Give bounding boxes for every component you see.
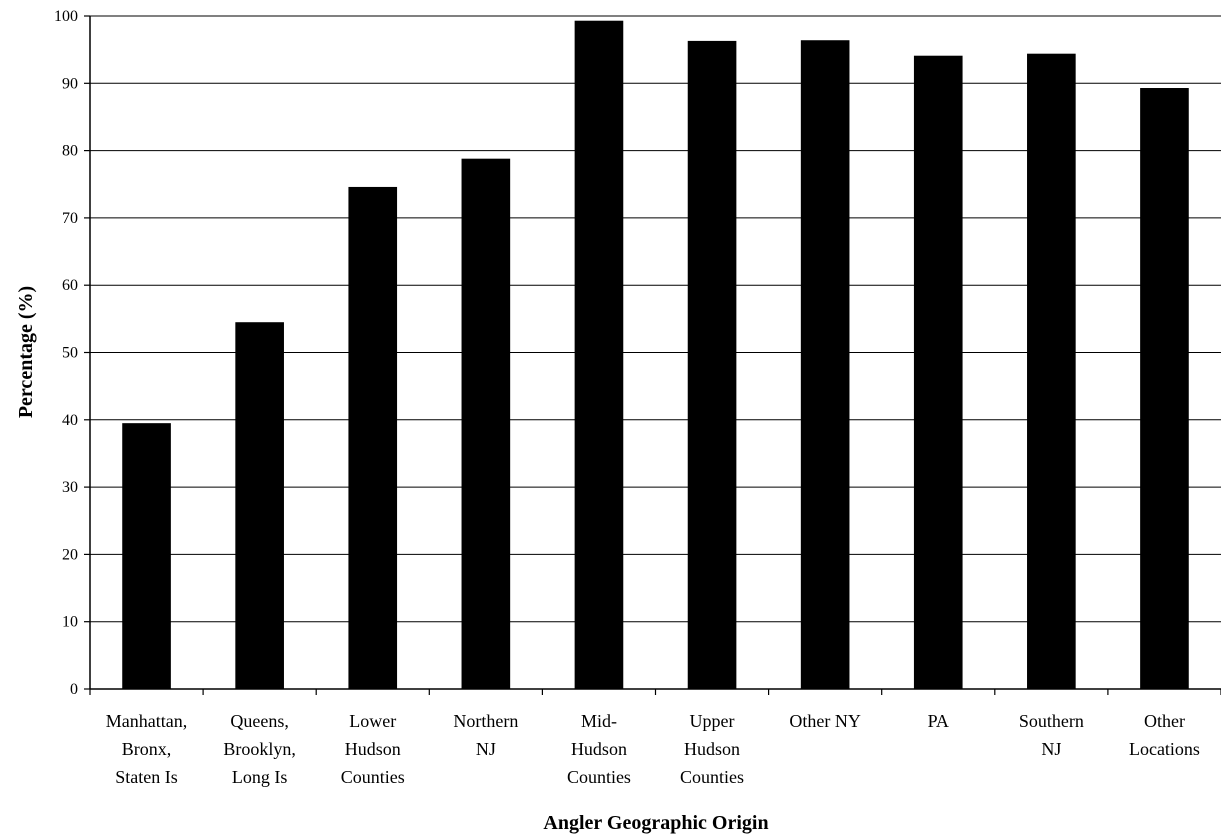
category-label-line: Staten Is (115, 767, 178, 787)
category-label-line: Counties (341, 767, 405, 787)
bars (122, 20, 1189, 690)
category-label-line: Manhattan, (106, 711, 187, 731)
bar (574, 20, 624, 690)
x-tick-labels: Manhattan, Bronx, Staten Is Queens, Brooklyn… (89, 689, 1221, 787)
bar (913, 55, 963, 689)
y-tick-label: 0 (70, 681, 78, 698)
category-label: Southern NJ (1019, 711, 1084, 759)
category-label-line: Brooklyn, (223, 739, 296, 759)
category-label-line: Hudson (345, 739, 401, 759)
category-label-line: Hudson (684, 739, 740, 759)
y-tick-label: 70 (62, 210, 78, 227)
category-label-line: Counties (567, 767, 631, 787)
bar (1140, 88, 1189, 690)
y-axis-title: Percentage (%) (15, 286, 37, 418)
category-label-line: NJ (476, 739, 496, 759)
y-tick-label: 90 (62, 75, 78, 92)
bar (122, 423, 171, 689)
category-label: Other NY (789, 711, 860, 731)
category-label: Other Locations (1129, 711, 1200, 759)
category-label: Queens, Brooklyn, Long Is (223, 711, 296, 787)
y-tick-labels: 0 10 20 30 40 50 60 70 80 90 100 (54, 8, 90, 698)
category-label-line: Long Is (232, 767, 288, 787)
y-tick-label: 100 (54, 8, 78, 25)
category-label-line: Mid- (581, 711, 617, 731)
category-label-line: NJ (1041, 739, 1061, 759)
y-tick-label: 50 (62, 345, 78, 362)
category-label-line: Bronx, (122, 739, 172, 759)
bar (348, 186, 398, 689)
category-label: Lower Hudson Counties (341, 711, 405, 787)
x-axis-title: Angler Geographic Origin (543, 812, 768, 834)
category-label-line: Upper (690, 711, 735, 731)
bar (461, 158, 511, 689)
category-label: Northern NJ (453, 711, 518, 759)
category-label: PA (928, 711, 949, 731)
category-label-line: Northern (453, 711, 518, 731)
category-label-line: PA (928, 711, 949, 731)
category-label-line: Other (1144, 711, 1185, 731)
category-label-line: Other NY (789, 711, 860, 731)
bar (235, 322, 284, 689)
y-tick-label: 40 (62, 412, 78, 429)
category-label: Upper Hudson Counties (680, 711, 744, 787)
y-tick-label: 20 (62, 546, 78, 563)
bar (1027, 53, 1076, 690)
category-label-line: Counties (680, 767, 744, 787)
y-tick-label: 60 (62, 277, 78, 294)
y-tick-label: 30 (62, 479, 78, 496)
category-label-line: Hudson (571, 739, 627, 759)
category-label-line: Lower (349, 711, 396, 731)
category-label: Manhattan, Bronx, Staten Is (106, 711, 187, 787)
category-label: Mid- Hudson Counties (567, 711, 631, 787)
bar (800, 40, 850, 689)
y-tick-label: 10 (62, 614, 78, 631)
category-label-line: Locations (1129, 739, 1200, 759)
category-label-line: Queens, (230, 711, 288, 731)
y-tick-label: 80 (62, 143, 78, 160)
category-label-line: Southern (1019, 711, 1084, 731)
bar (687, 40, 737, 689)
